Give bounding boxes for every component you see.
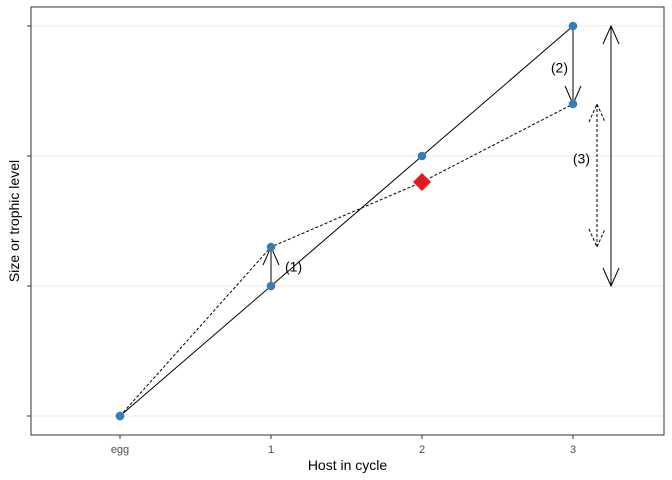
point-dashed-egg	[115, 411, 125, 421]
annotation-label-1: (1)	[285, 259, 302, 275]
annotation-label-2: (2)	[551, 60, 568, 76]
highlight-diamond	[413, 173, 431, 191]
point-dashed-3	[568, 99, 578, 109]
x-tick-label-1: 1	[268, 444, 274, 456]
x-axis-title: Host in cycle	[308, 457, 388, 473]
series-line-solid	[119, 25, 574, 417]
point-dashed-1	[266, 242, 276, 252]
point-solid-1	[266, 281, 276, 291]
x-tick-label-3: 3	[570, 444, 576, 456]
arrow-3-head	[588, 102, 606, 123]
annotation-labels: (1) (2) (3)	[285, 60, 590, 275]
point-solid-2	[417, 151, 427, 161]
y-axis-title: Size or trophic level	[6, 160, 22, 282]
point-solid-3	[568, 21, 578, 31]
annotation-label-3: (3)	[573, 151, 590, 167]
x-tick-label-egg: egg	[111, 444, 129, 456]
plot-frame	[30, 6, 665, 436]
arrow-total-head-start	[602, 267, 620, 288]
gridlines	[31, 25, 664, 417]
arrow-total-head	[602, 24, 620, 45]
x-tick-label-2: 2	[419, 444, 425, 456]
data-points	[115, 21, 578, 421]
arrow-3-head-start	[588, 228, 606, 249]
axis-ticks: egg 1 2 3	[27, 25, 576, 456]
series-line-dashed	[119, 103, 574, 417]
series-lines	[119, 25, 574, 417]
